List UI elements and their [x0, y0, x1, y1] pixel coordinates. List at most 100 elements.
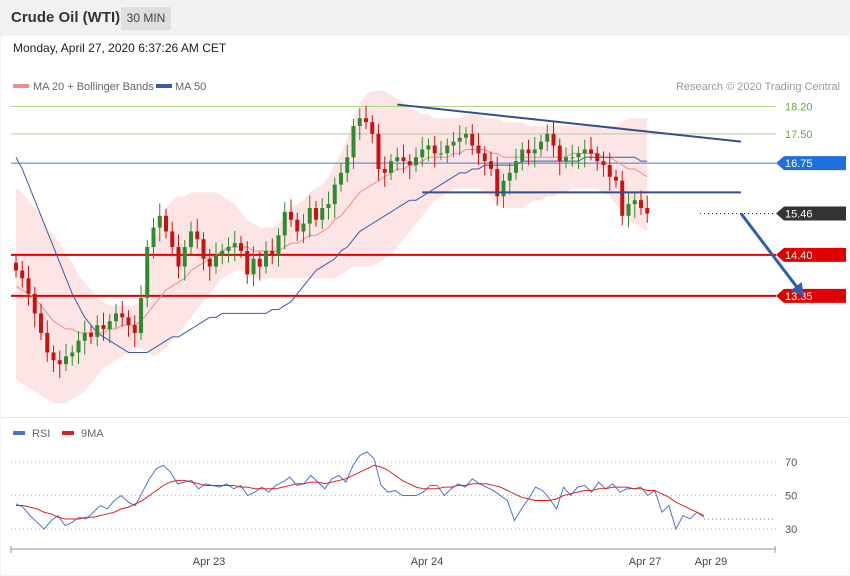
candle-body-20 [139, 297, 143, 333]
candle-body-19 [132, 325, 137, 333]
candle-body-32 [214, 254, 218, 267]
candle-body-95 [607, 165, 612, 177]
candle-body-64 [414, 157, 418, 166]
candle-body-29 [195, 231, 200, 240]
candle-body-74 [476, 145, 481, 154]
candle-body-37 [245, 250, 250, 275]
candle-body-5 [45, 332, 50, 353]
candle-body-7 [57, 360, 62, 365]
candle-body-23 [157, 215, 162, 228]
candle-body-8 [64, 356, 68, 365]
ma20-line [15, 148, 648, 334]
candle-body-17 [120, 313, 125, 318]
candle-body-39 [257, 258, 262, 267]
rsi-line [15, 451, 705, 531]
candle-body-38 [251, 258, 256, 275]
legend-label-ma20: MA 20 + Bollinger Bands [33, 81, 154, 93]
level-tag-3 [776, 206, 846, 221]
candle-body-84 [539, 141, 543, 150]
candle-body-79 [507, 172, 512, 181]
candle-body-2 [26, 278, 31, 294]
candle-body-101 [645, 208, 650, 214]
candle-body-24 [164, 215, 168, 232]
candle-body-41 [270, 250, 275, 255]
chart-header: Crude Oil (WTI) 30 MIN [0, 0, 850, 36]
candle-body-35 [232, 243, 237, 248]
rsi-tick-2: 30 [785, 524, 797, 536]
candle-body-40 [264, 250, 268, 267]
candle-body-69 [445, 145, 450, 154]
candle-body-31 [207, 258, 212, 267]
rsi-9ma-line [16, 464, 705, 520]
candle-body-67 [432, 145, 437, 154]
candle-body-70 [451, 141, 456, 146]
projection-arrow-head [790, 282, 804, 296]
level-label-4: 14.40 [785, 250, 813, 262]
candle-body-99 [632, 200, 637, 205]
rsi-tick-0: 70 [785, 457, 797, 469]
candle-body-51 [332, 184, 337, 205]
candle-body-50 [326, 204, 331, 209]
candle-body-82 [526, 149, 531, 154]
candle-body-48 [314, 208, 318, 220]
candle-body-1 [20, 270, 25, 279]
candle-body-4 [39, 313, 43, 333]
candle-body-6 [51, 352, 56, 361]
candle-body-56 [364, 118, 368, 123]
level-tag-4 [776, 247, 846, 262]
legend-swatch-rsi-9ma [62, 431, 74, 435]
ma50-line [15, 156, 648, 353]
candle-body-11 [82, 332, 87, 341]
candle-body-59 [382, 168, 387, 173]
candle-body-100 [639, 200, 643, 209]
candle-body-46 [301, 223, 306, 232]
legend-swatch-ma20 [13, 84, 29, 88]
x-axis-label-2: Apr 27 [629, 556, 661, 568]
level-label-5: 13.35 [785, 291, 813, 303]
candle-body-13 [95, 325, 100, 337]
candle-body-87 [557, 145, 562, 162]
candle-body-77 [495, 168, 500, 197]
candle-body-72 [464, 133, 468, 138]
timeframe-button[interactable]: 30 MIN [121, 7, 171, 30]
candle-body-93 [595, 153, 600, 162]
candle-body-27 [182, 247, 187, 267]
candle-body-16 [114, 313, 118, 322]
candle-body-18 [126, 317, 131, 326]
candle-body-54 [351, 126, 356, 158]
candle-body-78 [501, 180, 506, 197]
legend-label-rsi: RSI [32, 428, 50, 440]
candle-body-55 [357, 118, 362, 127]
candle-body-98 [626, 204, 631, 216]
candle-body-28 [189, 231, 193, 248]
candle-body-26 [176, 247, 181, 267]
candle-body-36 [239, 243, 243, 251]
candle-body-3 [32, 293, 37, 314]
candle-body-60 [389, 161, 393, 173]
candle-body-91 [582, 149, 587, 154]
candle-body-9 [70, 352, 75, 357]
candle-body-94 [601, 161, 606, 166]
x-axis-label-3: Apr 29 [695, 556, 727, 568]
candle-body-47 [307, 208, 312, 224]
level-label-0: 18.20 [785, 102, 813, 114]
legend-swatch-rsi [13, 431, 25, 435]
level-label-3: 15.46 [785, 208, 813, 220]
candle-body-81 [520, 149, 525, 162]
x-axis-label-0: Apr 23 [193, 556, 225, 568]
level-tag-5 [776, 288, 846, 303]
candle-body-53 [345, 157, 350, 173]
candle-body-22 [151, 227, 156, 248]
legend-swatch-ma50 [156, 84, 172, 88]
candle-body-30 [201, 239, 206, 259]
candle-body-52 [339, 172, 343, 185]
candle-body-97 [620, 180, 625, 216]
legend-label-ma50: MA 50 [175, 81, 206, 93]
candle-body-88 [564, 157, 568, 162]
legend-label-rsi-9ma: 9MA [81, 428, 104, 440]
candle-body-45 [295, 219, 300, 232]
level-tag-2 [776, 156, 846, 171]
x-axis-label-1: Apr 24 [411, 556, 443, 568]
candle-body-62 [401, 157, 406, 162]
